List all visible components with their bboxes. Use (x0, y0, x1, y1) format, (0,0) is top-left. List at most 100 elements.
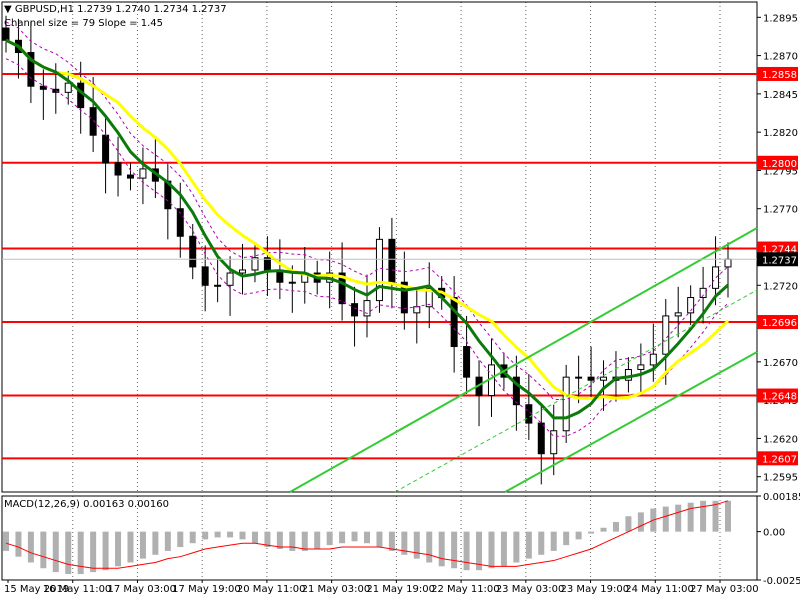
candle-body (351, 303, 359, 317)
macd-histogram-bar (600, 527, 607, 532)
macd-histogram-bar (189, 531, 196, 544)
macd-histogram-bar (525, 531, 532, 559)
candle-body (176, 208, 184, 237)
candle-body (114, 162, 122, 176)
channel-lower-line[interactable] (504, 351, 758, 493)
candle-body (662, 315, 670, 355)
candle-body (413, 306, 421, 314)
macd-histogram-bar (40, 531, 47, 569)
macd-histogram-bar (127, 531, 134, 563)
candle-body (587, 376, 595, 381)
macd-histogram-bar (426, 531, 433, 563)
candle-body (126, 174, 134, 179)
macd-histogram-bar (513, 531, 520, 563)
macd-signal-line (5, 500, 729, 569)
level-price-label: 1.2800 (762, 159, 797, 170)
macd-histogram-bar (563, 531, 570, 546)
macd-histogram-bar (27, 531, 34, 563)
x-tick-label: 23 May 19:00 (561, 584, 630, 595)
macd-histogram-bar (227, 531, 234, 538)
macd-histogram-bar (700, 500, 707, 532)
y-tick-label: 1.2670 (763, 358, 798, 369)
macd-histogram-bar (164, 531, 171, 551)
bollinger-lower-band (5, 58, 729, 437)
candle-body (699, 287, 707, 299)
macd-histogram-bar (413, 531, 420, 559)
macd-histogram-bar (301, 531, 308, 551)
candle-body (550, 430, 558, 455)
macd-histogram-bar (102, 531, 109, 571)
x-tick-label: 17 May 19:00 (172, 584, 241, 595)
channel-center-line (394, 289, 758, 493)
candle-body (64, 82, 72, 93)
level-price-badge (757, 315, 798, 330)
candle-body (201, 266, 209, 286)
candle-body (102, 134, 110, 164)
level-price-badge (757, 155, 798, 170)
macd-histogram-bar (388, 531, 395, 551)
level-price-label: 1.2696 (762, 318, 797, 329)
x-tick-label: 23 May 03:00 (496, 584, 565, 595)
macd-histogram-bar (65, 531, 72, 575)
candle-body (562, 376, 570, 432)
macd-histogram-bar (500, 531, 507, 567)
candle-body (463, 346, 471, 378)
collapse-triangle-icon[interactable]: ▼ (4, 4, 15, 15)
macd-y-tick-label: -0.00251 (763, 576, 800, 587)
macd-histogram-bar (588, 531, 595, 534)
macd-histogram-bar (662, 506, 669, 532)
macd-histogram-bar (177, 531, 184, 548)
symbol-ohlc-text: GBPUSD,H1 1.2739 1.2740 1.2734 1.2737 (14, 4, 227, 15)
macd-histogram-bar (351, 531, 358, 542)
candle-body (226, 272, 234, 286)
level-price-label: 1.2744 (762, 245, 797, 256)
x-tick-label: 16 May 11:00 (43, 584, 112, 595)
candle-body (139, 168, 147, 179)
y-tick-label: 1.2720 (763, 281, 798, 292)
candle-body (239, 269, 247, 274)
candle-body (450, 297, 458, 348)
candle-body (575, 376, 583, 379)
macd-histogram-bar (314, 531, 321, 549)
chart-symbol-header: ▼ GBPUSD,H1 1.2739 1.2740 1.2734 1.2737 (4, 4, 227, 15)
candle-body (363, 300, 371, 317)
channel-upper-line[interactable] (289, 227, 758, 493)
x-tick-label: 17 May 03:00 (107, 584, 176, 595)
macd-histogram-bar (214, 531, 221, 538)
macd-histogram-bar (90, 531, 97, 573)
macd-histogram-bar (139, 531, 146, 559)
macd-histogram-bar (264, 531, 271, 548)
macd-histogram-bar (538, 531, 545, 555)
macd-histogram-bar (115, 531, 122, 567)
macd-histogram-bar (339, 531, 346, 544)
level-price-label: 1.2648 (762, 392, 797, 403)
y-tick-label: 1.2595 (763, 473, 798, 484)
macd-histogram-bar (15, 531, 22, 557)
level-price-badge (757, 241, 798, 256)
macd-histogram-bar (675, 504, 682, 532)
x-tick-label: 20 May 11:00 (237, 584, 306, 595)
candle-body (251, 257, 259, 271)
candle-body (537, 422, 545, 455)
macd-histogram-bar (637, 512, 644, 532)
candle-body (600, 376, 608, 381)
macd-histogram-bar (451, 531, 458, 569)
macd-histogram-bar (463, 531, 470, 571)
candle-body (388, 238, 396, 283)
x-tick-label: 24 May 11:00 (625, 584, 694, 595)
macd-y-tick-label: 0.00185 (763, 492, 800, 503)
candle-body (512, 376, 520, 406)
macd-histogram-bar (52, 531, 59, 573)
x-tick-label: 21 May 03:00 (302, 584, 371, 595)
candle-body (400, 281, 408, 314)
macd-histogram-bar (712, 500, 719, 532)
moving-average-fast-line (5, 38, 730, 420)
macd-histogram-bar (550, 531, 557, 551)
macd-histogram-bar (488, 531, 495, 569)
macd-histogram-bar (376, 531, 383, 548)
level-price-badge (757, 66, 798, 81)
x-tick-label: 15 May 2019 (4, 584, 69, 595)
level-price-badge (757, 451, 798, 466)
